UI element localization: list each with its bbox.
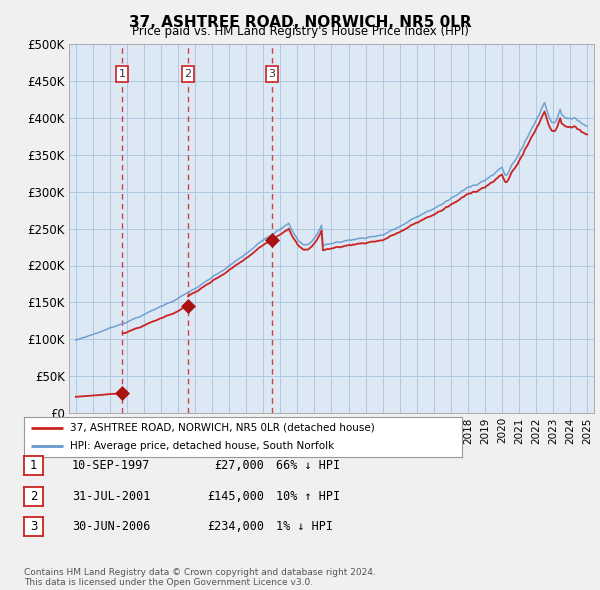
Text: Contains HM Land Registry data © Crown copyright and database right 2024.
This d: Contains HM Land Registry data © Crown c… [24,568,376,587]
Text: Price paid vs. HM Land Registry's House Price Index (HPI): Price paid vs. HM Land Registry's House … [131,25,469,38]
Text: HPI: Average price, detached house, South Norfolk: HPI: Average price, detached house, Sout… [70,441,334,451]
Text: 10% ↑ HPI: 10% ↑ HPI [276,490,340,503]
Text: 37, ASHTREE ROAD, NORWICH, NR5 0LR (detached house): 37, ASHTREE ROAD, NORWICH, NR5 0LR (deta… [70,423,375,433]
Text: 2: 2 [30,490,37,503]
Text: 30-JUN-2006: 30-JUN-2006 [72,520,151,533]
Text: 2: 2 [184,69,191,78]
Text: £27,000: £27,000 [214,459,264,472]
Text: £234,000: £234,000 [207,520,264,533]
Text: 3: 3 [268,69,275,78]
Text: 1: 1 [30,459,37,472]
Text: 31-JUL-2001: 31-JUL-2001 [72,490,151,503]
Text: 1: 1 [119,69,125,78]
Text: 10-SEP-1997: 10-SEP-1997 [72,459,151,472]
Text: 1% ↓ HPI: 1% ↓ HPI [276,520,333,533]
Text: 37, ASHTREE ROAD, NORWICH, NR5 0LR: 37, ASHTREE ROAD, NORWICH, NR5 0LR [128,15,472,30]
Text: £145,000: £145,000 [207,490,264,503]
Text: 3: 3 [30,520,37,533]
Text: 66% ↓ HPI: 66% ↓ HPI [276,459,340,472]
